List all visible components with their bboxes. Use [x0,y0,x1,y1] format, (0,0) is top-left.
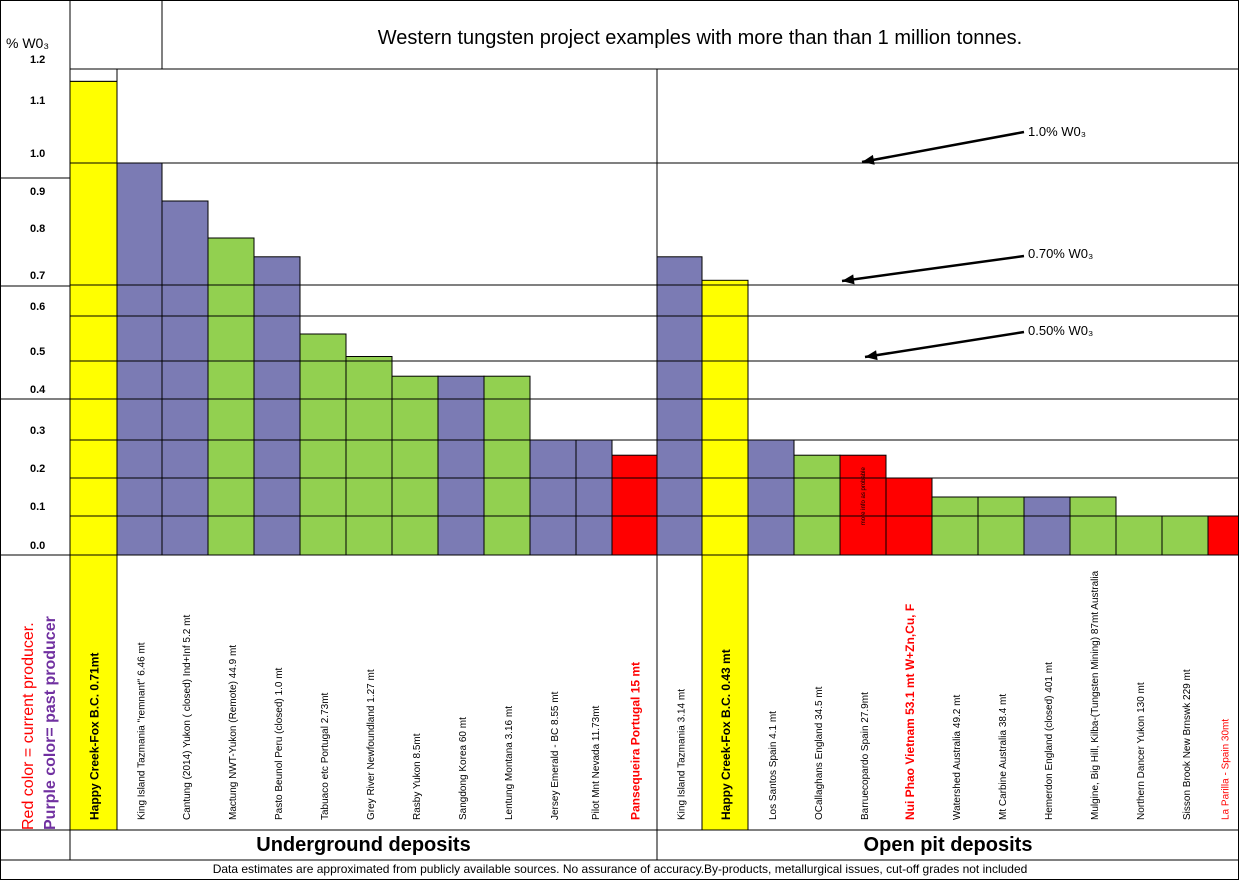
annotation-label: 0.70% W0₃ [1028,246,1093,261]
bar-top-cap [69,68,118,82]
y-tick-label: 0.6 [30,301,45,313]
x-tick-label: Northern Dancer Yukon 130 mt [1136,682,1147,820]
y-tick-label: 0.5 [30,346,45,358]
bar [345,356,393,556]
x-labels: Happy Creek-Fox B.C. 0.71mt King Island T… [88,570,1232,820]
x-tick-label: King Island Tazmania 3.14 mt [677,689,688,820]
legend-current-producer: Red color = current producer. [20,622,37,830]
bar [575,439,613,556]
x-tick-label: Happy Creek-Fox B.C. 0.71mt [88,653,102,820]
x-tick-label: Tabuaco etc Portugal 2.73mt [320,692,331,820]
bar [839,454,887,556]
y-tick-label: 0.9 [30,186,45,198]
bar [1207,515,1239,556]
y-tick-label: 0.4 [30,384,46,396]
bar [1115,515,1163,556]
bar [253,256,301,556]
annotations: 1.0% W0₃ 0.70% W0₃ 0.50% W0₃ [841,124,1093,361]
x-tick-label: Pansequeira Portugal 15 mt [629,662,643,820]
annotation-label: 1.0% W0₃ [1028,124,1086,139]
legend-past-producer: Purple color= past producer [42,616,59,830]
y-axis-label: % W0₃ [6,35,49,51]
section-label-underground: Underground deposits [256,834,470,856]
x-tick-label: Watershed Australia 49.2 mt [952,695,963,820]
x-tick-label: Hemerdon England (closed) 401 mt [1044,662,1055,820]
annotation-arrow [864,330,1025,359]
x-tick-label: Rasby Yukon 8.5mt [412,733,423,820]
y-tick-label: 0.8 [30,223,45,235]
section-label-open-pit: Open pit deposits [864,834,1033,856]
footnote: Data estimates are approximated from pub… [213,862,1028,876]
bar [391,375,439,556]
y-tick-label: 0.7 [30,270,45,282]
annotation-arrowhead [862,154,875,165]
bar-inner-label: more info as probable [861,467,867,526]
x-tick-label: Mactung NWT-Yukon (Remote) 44.9 mt [228,645,239,820]
bar [1069,496,1117,556]
bar [931,496,979,556]
annotation-arrow [841,254,1025,283]
bar [437,375,485,556]
annotation-arrow [861,130,1025,164]
y-tick-label: 0.0 [30,540,45,552]
x-tick-label: Mulgine, Big Hill, Kilba-(Tungsten Minin… [1090,570,1101,820]
bar [299,333,347,556]
y-tick-label: 0.2 [30,463,45,475]
x-tick-label: Pasto Beunol Peru (closed) 1.0 mt [274,667,285,820]
x-tick-label: King Island Tazmania "remnant" 6.46 mt [137,642,148,820]
bar [483,375,531,556]
x-tick-label: Pilot Mnt Nevada 11.73mt [591,705,602,820]
x-tick-label: Sangdong Korea 60 mt [458,717,469,820]
bar [977,496,1025,556]
bar [161,200,209,556]
y-tick-label: 0.1 [30,501,45,513]
x-tick-label: Nui Phao Vietnam 53.1 mt W+Zn,Cu, F [903,604,917,820]
x-tick-label: Los Santos Spain 4.1 mt [768,711,779,820]
x-tick-label: La Parilla - Spain 30mt [1221,719,1232,820]
bar [1023,496,1071,556]
y-tick-label: 1.2 [30,54,45,66]
bar-label-highlight [69,554,118,831]
x-tick-label: Cantung (2014) Yukon ( closed) Ind+Inf 5… [182,615,193,820]
x-tick-label: Barruecopardo Spain 27.9mt [860,692,871,820]
x-tick-label: Happy Creek-Fox B.C. 0.43 mt [719,649,733,820]
bar [611,454,658,556]
y-tick-label: 0.3 [30,425,45,437]
x-tick-label: Jersey Emerald - BC 8.55 mt [550,691,561,820]
x-tick-label: Sisson Brook New Brnswk 229 mt [1182,669,1193,820]
y-tick-label: 1.1 [30,95,45,107]
y-ticks: 0.0 0.1 0.2 0.3 0.4 0.5 0.6 0.7 0.8 0.9 1.0 1.1 1.2 [30,54,46,552]
bar [701,279,749,556]
bar [1161,515,1209,556]
bars: more info as probable [69,80,1239,831]
x-tick-label: Grey River Newfoundland 1.27 mt [366,669,377,820]
bar [747,439,795,556]
annotation-label: 0.50% W0₃ [1028,323,1093,338]
annotation-arrowhead [842,274,855,285]
y-tick-label: 1.0 [30,148,45,160]
annotation-arrowhead [865,350,878,361]
x-tick-label: Mt Carbine Australia 38.4 mt [998,694,1009,820]
x-tick-label: OCallaghans England 34.5 mt [814,686,825,820]
bar [793,454,841,556]
bar [529,439,577,556]
bar [207,237,255,556]
bar [69,80,118,556]
x-tick-label: Lentung Montana 3.16 mt [504,706,515,820]
chart-title: Western tungsten project examples with m… [378,27,1022,49]
bar [656,256,703,556]
bar [116,162,163,556]
